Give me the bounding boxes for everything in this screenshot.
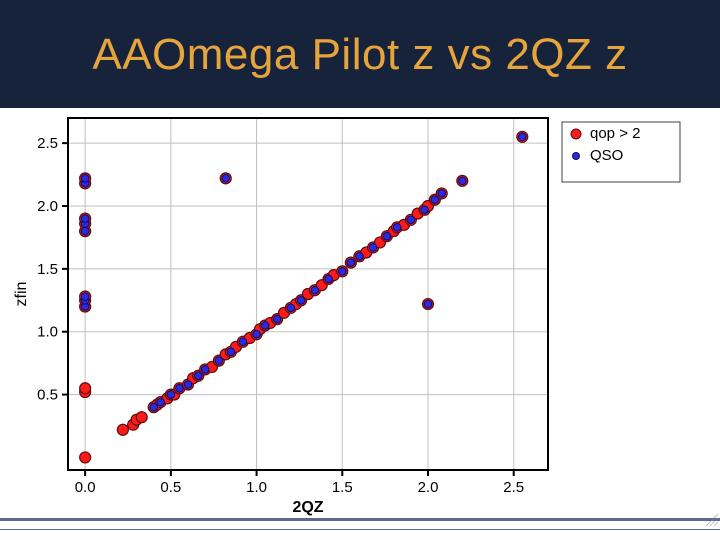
data-point <box>407 216 415 224</box>
data-point <box>176 384 184 392</box>
ytick-label: 2.5 <box>37 135 58 152</box>
ytick-label: 0.5 <box>37 387 58 404</box>
data-point <box>253 330 261 338</box>
resize-grip-icon <box>704 512 718 526</box>
slide: AAOmega Pilot z vs 2QZ z 0.0 0.5 1.0 1.5 2.0… <box>0 0 720 540</box>
data-point <box>369 244 377 252</box>
y-axis-label: zfin <box>13 282 30 307</box>
data-point <box>438 190 446 198</box>
slide-title: AAOmega Pilot z vs 2QZ z <box>0 30 720 80</box>
data-point <box>458 177 466 185</box>
data-point <box>80 383 91 394</box>
x-axis-label: 2QZ <box>292 499 323 516</box>
data-point <box>273 315 281 323</box>
data-point <box>297 296 305 304</box>
data-point <box>518 133 526 141</box>
data-point <box>239 338 247 346</box>
data-point <box>383 232 391 240</box>
data-point <box>194 372 202 380</box>
data-point <box>81 293 89 301</box>
data-point <box>201 366 209 374</box>
xtick-label: 1.0 <box>246 479 267 496</box>
ytick-label: 1.0 <box>37 324 58 341</box>
xtick-label: 2.0 <box>418 479 439 496</box>
data-point <box>81 227 89 235</box>
xtick-label: 0.5 <box>160 479 181 496</box>
data-point <box>431 196 439 204</box>
data-point <box>421 206 429 214</box>
data-point <box>150 403 158 411</box>
chart-container: 0.0 0.5 1.0 1.5 2.0 2.5 0.5 1.0 1.5 2.0 2.5 2QZ zfin… <box>8 112 712 516</box>
data-point <box>222 175 230 183</box>
data-point <box>80 452 91 463</box>
data-point <box>261 322 269 330</box>
data-point <box>81 215 89 223</box>
legend-label: qop > 2 <box>590 125 640 142</box>
xtick-label: 0.0 <box>75 479 96 496</box>
data-point <box>393 224 401 232</box>
legend-label: QSO <box>590 147 623 164</box>
data-point <box>347 259 355 267</box>
data-point <box>287 304 295 312</box>
ytick-label: 1.5 <box>37 261 58 278</box>
data-point <box>157 398 165 406</box>
data-point <box>311 286 319 294</box>
footer-rule <box>0 518 720 530</box>
data-point <box>117 424 128 435</box>
data-point <box>356 252 364 260</box>
xtick-label: 2.5 <box>503 479 524 496</box>
ytick-label: 2.0 <box>37 198 58 215</box>
legend-marker <box>571 129 581 139</box>
data-point <box>167 391 175 399</box>
data-point <box>338 268 346 276</box>
scatter-chart: 0.0 0.5 1.0 1.5 2.0 2.5 0.5 1.0 1.5 2.0 2.5 2QZ zfin… <box>8 112 712 516</box>
data-point <box>184 381 192 389</box>
xtick-label: 1.5 <box>332 479 353 496</box>
data-point <box>136 412 147 423</box>
data-point <box>81 175 89 183</box>
data-point <box>227 348 235 356</box>
data-point <box>215 357 223 365</box>
data-point <box>325 275 333 283</box>
legend-marker <box>573 153 580 160</box>
data-point <box>424 300 432 308</box>
